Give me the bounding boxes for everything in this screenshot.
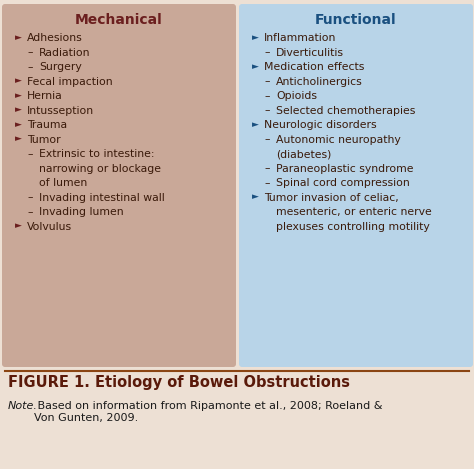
Text: –: – bbox=[264, 178, 270, 188]
Text: ►: ► bbox=[252, 33, 259, 42]
Text: narrowing or blockage: narrowing or blockage bbox=[39, 164, 161, 174]
Text: Surgery: Surgery bbox=[39, 62, 82, 72]
Text: Invading intestinal wall: Invading intestinal wall bbox=[39, 192, 165, 203]
Text: –: – bbox=[27, 62, 33, 72]
Text: ►: ► bbox=[15, 91, 22, 100]
Text: Medication effects: Medication effects bbox=[264, 62, 365, 72]
Text: Autonomic neuropathy: Autonomic neuropathy bbox=[276, 135, 401, 144]
Text: Fecal impaction: Fecal impaction bbox=[27, 76, 113, 86]
Text: ►: ► bbox=[15, 106, 22, 114]
Text: Anticholinergics: Anticholinergics bbox=[276, 76, 363, 86]
Text: ►: ► bbox=[252, 192, 259, 202]
Text: plexuses controlling motility: plexuses controlling motility bbox=[276, 221, 430, 232]
Text: ►: ► bbox=[15, 33, 22, 42]
Text: Volvulus: Volvulus bbox=[27, 221, 72, 232]
Text: Based on information from Ripamonte et al., 2008; Roeland &
Von Gunten, 2009.: Based on information from Ripamonte et a… bbox=[34, 401, 383, 423]
FancyBboxPatch shape bbox=[2, 4, 236, 367]
Text: (diabetes): (diabetes) bbox=[276, 149, 331, 159]
Text: Radiation: Radiation bbox=[39, 47, 91, 58]
Text: Extrinsic to intestine:: Extrinsic to intestine: bbox=[39, 149, 155, 159]
Text: Tumor: Tumor bbox=[27, 135, 61, 144]
Text: Trauma: Trauma bbox=[27, 120, 67, 130]
Text: Mechanical: Mechanical bbox=[75, 13, 163, 27]
Text: Note.: Note. bbox=[8, 401, 38, 411]
Text: –: – bbox=[264, 106, 270, 115]
Text: –: – bbox=[27, 207, 33, 217]
Text: ►: ► bbox=[252, 120, 259, 129]
Text: –: – bbox=[27, 149, 33, 159]
Text: –: – bbox=[264, 91, 270, 101]
Text: of lumen: of lumen bbox=[39, 178, 87, 188]
Text: Spinal cord compression: Spinal cord compression bbox=[276, 178, 410, 188]
Text: Adhesions: Adhesions bbox=[27, 33, 83, 43]
Text: FIGURE 1. Etiology of Bowel Obstructions: FIGURE 1. Etiology of Bowel Obstructions bbox=[8, 375, 350, 390]
Text: Neurologic disorders: Neurologic disorders bbox=[264, 120, 377, 130]
Text: Functional: Functional bbox=[315, 13, 397, 27]
Text: Tumor invasion of celiac,: Tumor invasion of celiac, bbox=[264, 192, 399, 203]
Text: Invading lumen: Invading lumen bbox=[39, 207, 124, 217]
Text: ►: ► bbox=[252, 62, 259, 71]
Text: ►: ► bbox=[15, 120, 22, 129]
Text: –: – bbox=[27, 47, 33, 58]
Text: Selected chemotherapies: Selected chemotherapies bbox=[276, 106, 415, 115]
Text: –: – bbox=[264, 135, 270, 144]
Text: Paraneoplastic syndrome: Paraneoplastic syndrome bbox=[276, 164, 413, 174]
Text: ►: ► bbox=[15, 221, 22, 230]
Text: –: – bbox=[27, 192, 33, 203]
Text: ►: ► bbox=[15, 76, 22, 85]
Text: –: – bbox=[264, 164, 270, 174]
Text: Diverticulitis: Diverticulitis bbox=[276, 47, 344, 58]
Text: Inflammation: Inflammation bbox=[264, 33, 337, 43]
Text: Hernia: Hernia bbox=[27, 91, 63, 101]
Text: ►: ► bbox=[15, 135, 22, 144]
Text: –: – bbox=[264, 47, 270, 58]
Text: –: – bbox=[264, 76, 270, 86]
Text: Intusseption: Intusseption bbox=[27, 106, 94, 115]
FancyBboxPatch shape bbox=[239, 4, 473, 367]
Text: mesenteric, or enteric nerve: mesenteric, or enteric nerve bbox=[276, 207, 432, 217]
Text: Opioids: Opioids bbox=[276, 91, 317, 101]
